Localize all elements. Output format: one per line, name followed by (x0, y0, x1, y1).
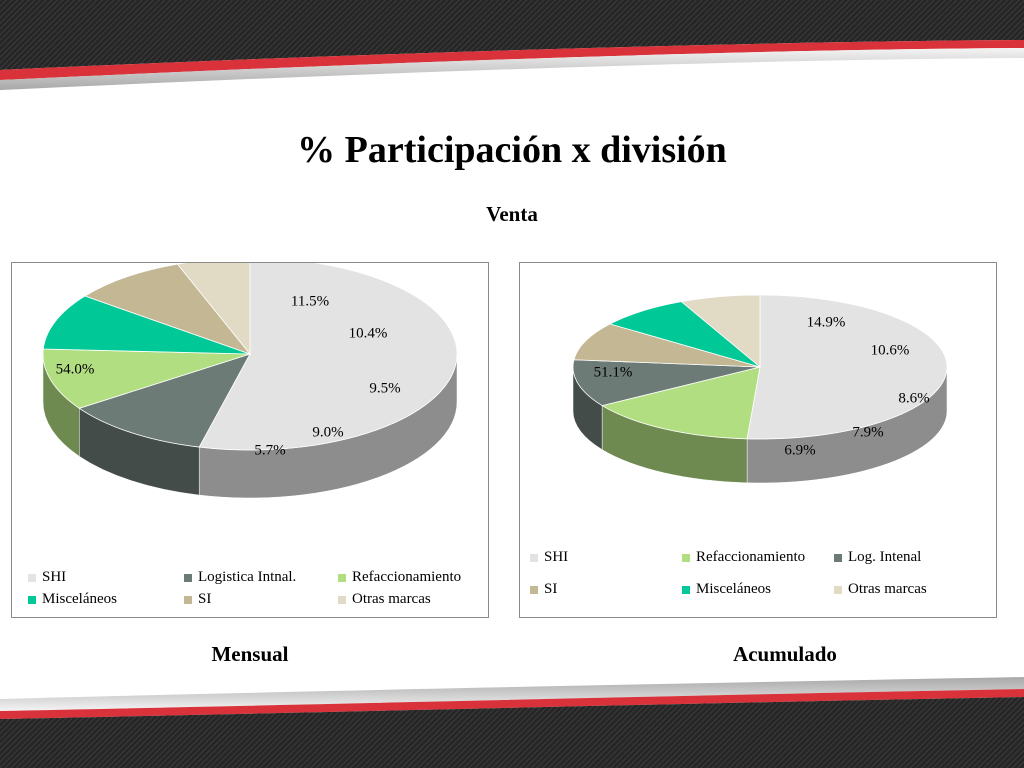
legend-label: Misceláneos (42, 591, 117, 607)
legend-swatch (184, 595, 192, 604)
legend-label: Refaccionamiento (696, 549, 806, 565)
data-label-otras-marcas: 6.9% (784, 442, 815, 458)
legend-swatch (834, 553, 842, 562)
pie-slice-logistica-intnal (78, 353, 251, 448)
pie-chart-acumulado: 51.1% 14.9% 10.6% 8.6% 7.9% 6.9% (572, 294, 948, 484)
data-label-refaccionamiento: 10.4% (349, 325, 388, 341)
legend-swatch (834, 585, 842, 594)
legend-item-otras-marcas: Otras marcas (834, 581, 927, 598)
pie-slice-miscelaneos (42, 295, 251, 355)
pie-slice-si (573, 323, 761, 368)
data-label-si: 8.6% (898, 390, 929, 406)
legend-swatch (184, 573, 192, 582)
data-label-miscelaneos: 7.9% (852, 424, 883, 440)
data-label-shi: 51.1% (594, 364, 633, 380)
legend-label: Refaccionamiento (352, 569, 462, 585)
bottom-decorative-band (0, 677, 1024, 768)
data-label-shi: 54.0% (56, 361, 95, 377)
legend-swatch (28, 595, 36, 604)
legend-item-shi: SHI (28, 569, 66, 586)
legend-swatch (530, 553, 538, 562)
pie-slice-miscelaneos (609, 301, 761, 368)
legend-swatch (28, 573, 36, 582)
legend-label: Log. Intenal (848, 549, 922, 565)
data-label-miscelaneos: 9.5% (369, 380, 400, 396)
pie-slice-shi (746, 294, 948, 440)
legend-item-otras-marcas: Otras marcas (338, 591, 431, 608)
legend-swatch (682, 553, 690, 562)
pie-slice-log-intenal (572, 359, 761, 407)
legend-item-logistica-intnal: Logistica Intnal. (184, 569, 296, 586)
pie-slice-refaccionamiento (42, 348, 251, 409)
legend-item-si: SI (530, 581, 557, 598)
legend-label: Logistica Intnal. (198, 569, 297, 585)
chart-panel-acumulado: 51.1% 14.9% 10.6% 8.6% 7.9% 6.9% SHI Refaccion… (519, 262, 997, 618)
legend-item-miscelaneos: Misceláneos (682, 581, 771, 598)
chart-panel-mensual: 54.0% 11.5% 10.4% 9.5% 9.0% 5.7% SHI Logistica… (11, 262, 489, 618)
legend-item-si: SI (184, 591, 211, 608)
legend-swatch (338, 573, 346, 582)
pie-slice-si (84, 263, 252, 355)
legend-item-refaccionamiento: Refaccionamiento (338, 569, 461, 586)
pie-slice-otras-marcas (680, 294, 761, 368)
slide-subtitle: Venta (486, 202, 538, 226)
legend-item-log-intenal: Log. Intenal (834, 549, 921, 566)
legend-label: SI (544, 581, 558, 597)
legend-swatch (530, 585, 538, 594)
legend-label: SI (198, 591, 212, 607)
legend-label: Otras marcas (848, 581, 927, 597)
slide-title: % Participación x división (297, 129, 727, 171)
pie-slice-otras-marcas (176, 263, 251, 356)
pie-sides-mensual (42, 353, 458, 499)
data-label-refaccionamiento: 14.9% (807, 314, 846, 330)
pie-chart-mensual: 54.0% 11.5% 10.4% 9.5% 9.0% 5.7% (42, 263, 458, 499)
legend-label: SHI (544, 549, 569, 565)
caption-mensual: Mensual (211, 642, 289, 666)
pie-sides-acumulado (572, 366, 948, 484)
pie-slice-shi (198, 263, 458, 451)
legend-label: Misceláneos (696, 581, 771, 597)
data-label-si: 9.0% (312, 424, 343, 440)
legend-label: SHI (42, 569, 67, 585)
legend-swatch (338, 595, 346, 604)
pie-slice-refaccionamiento (601, 366, 761, 440)
legend-swatch (682, 585, 690, 594)
data-label-logistica-intnal: 11.5% (291, 293, 329, 309)
top-decorative-band (0, 0, 1024, 90)
legend-item-shi: SHI (530, 549, 568, 566)
caption-acumulado: Acumulado (733, 642, 837, 666)
legend-item-miscelaneos: Misceláneos (28, 591, 117, 608)
data-label-log-intenal: 10.6% (871, 342, 910, 358)
legend-item-refaccionamiento: Refaccionamiento (682, 549, 805, 566)
data-label-otras-marcas: 5.7% (254, 442, 285, 458)
legend-label: Otras marcas (352, 591, 431, 607)
